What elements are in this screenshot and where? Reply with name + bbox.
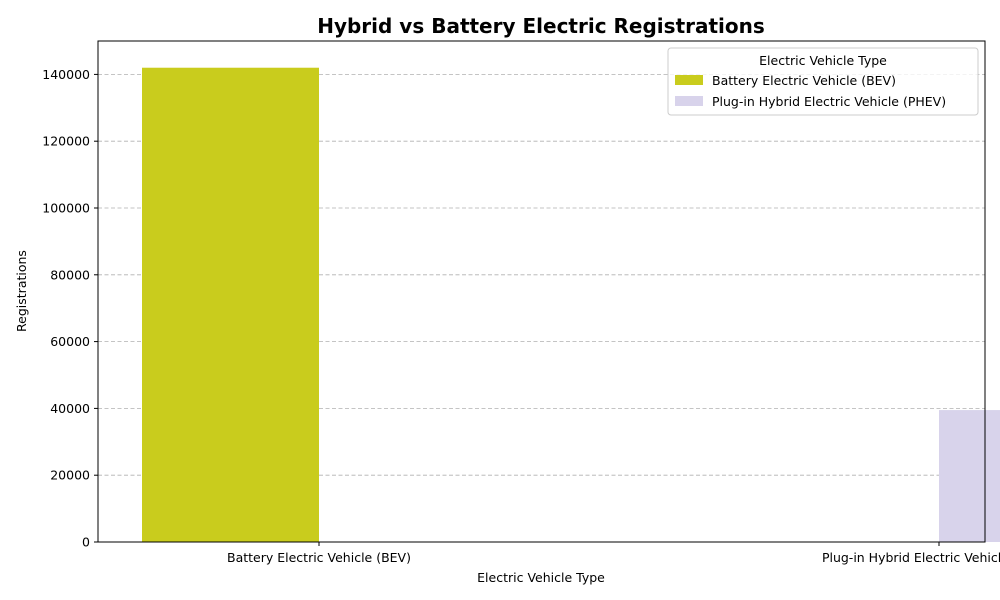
legend-swatch [675,75,703,85]
bar [939,410,1000,542]
y-tick-label: 20000 [50,468,90,483]
y-tick-label: 40000 [50,401,90,416]
x-tick-label: Plug-in Hybrid Electric Vehicle (PHEV) [822,550,1000,565]
y-axis-label: Registrations [14,250,29,332]
legend-box [667,47,979,116]
chart-title: Hybrid vs Battery Electric Registrations [317,14,765,38]
x-axis-label: Electric Vehicle Type [477,570,605,585]
y-tick-label: 80000 [50,267,90,282]
legend-item-label: Battery Electric Vehicle (BEV) [712,73,896,88]
bars [142,67,1000,542]
x-tick-label: Battery Electric Vehicle (BEV) [227,550,411,565]
y-tick-label: 100000 [42,201,90,216]
y-tick-label: 140000 [42,67,90,82]
y-axis-ticks: 0 20000 40000 60000 80000 100000 120000 140000 [42,67,98,550]
legend-swatch [675,96,703,106]
y-tick-label: 0 [82,535,90,550]
legend-title: Electric Vehicle Type [759,53,887,68]
legend-item-label: Plug-in Hybrid Electric Vehicle (PHEV) [712,94,946,109]
axes [97,40,986,543]
plot-frame [97,40,986,543]
y-tick-label: 60000 [50,334,90,349]
legend: Electric Vehicle Type Battery Electric V… [667,47,979,116]
x-axis-ticks: Battery Electric Vehicle (BEV) Plug-in Hy… [227,542,1000,565]
bar [142,67,319,542]
y-tick-label: 120000 [42,134,90,149]
